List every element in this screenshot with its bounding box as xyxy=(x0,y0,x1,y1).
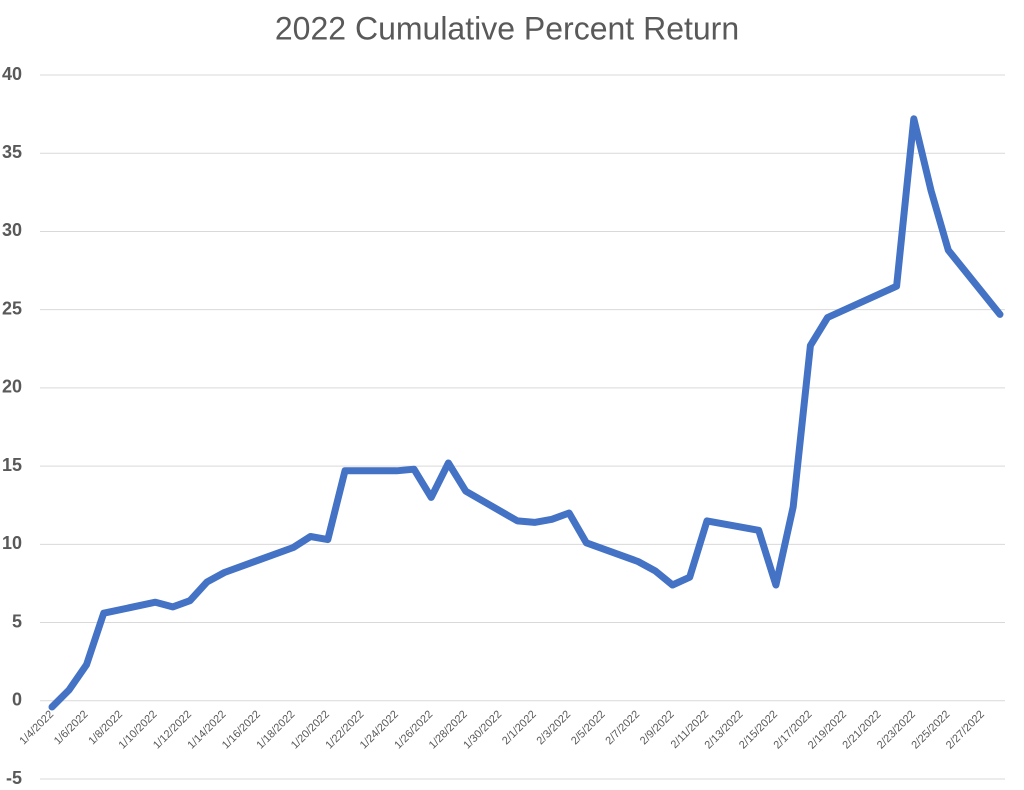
y-tick-label: 35 xyxy=(2,142,22,162)
y-tick-label: -5 xyxy=(6,768,22,788)
x-tick-label: 2/5/2022 xyxy=(569,708,608,747)
x-tick-label: 1/6/2022 xyxy=(52,708,91,747)
x-tick-label: 2/1/2022 xyxy=(500,708,539,747)
y-tick-label: 25 xyxy=(2,298,22,318)
x-tick-label: 1/4/2022 xyxy=(17,708,56,747)
y-tick-label: 30 xyxy=(2,220,22,240)
y-tick-label: 5 xyxy=(12,611,22,631)
x-tick-label: 2/3/2022 xyxy=(534,708,573,747)
data-line xyxy=(48,115,1004,711)
y-tick-label: 20 xyxy=(2,377,22,397)
y-tick-label: 0 xyxy=(12,690,22,710)
y-tick-label: 40 xyxy=(2,64,22,84)
y-tick-label: 15 xyxy=(2,455,22,475)
chart-title: 2022 Cumulative Percent Return xyxy=(275,10,739,46)
y-tick-label: 10 xyxy=(2,533,22,553)
x-tick-label: 2/7/2022 xyxy=(603,708,642,747)
